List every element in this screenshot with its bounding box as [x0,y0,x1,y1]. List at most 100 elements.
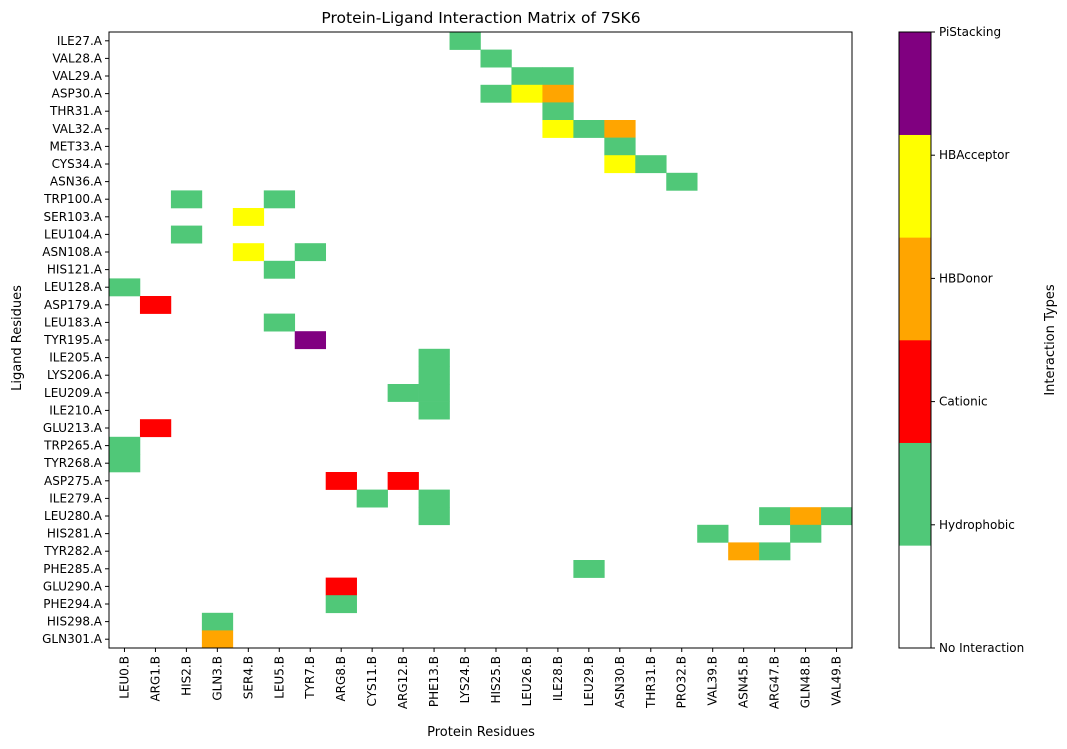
x-tick-label: ILE28.B [551,656,565,701]
y-tick-label: THR31.A [49,104,103,118]
chart-title: Protein-Ligand Interaction Matrix of 7SK… [321,9,640,27]
y-tick-label: HIS121.A [47,263,103,277]
x-tick-label: VAL39.B [706,656,720,706]
y-tick-label: HIS298.A [47,615,103,629]
heatmap-cell [635,155,667,174]
heatmap-cell [325,595,357,614]
heatmap-cell [604,155,636,174]
heatmap-cell [759,507,791,526]
x-tick-label: LEU29.B [582,656,596,706]
y-tick-label: TYR195.A [43,333,103,347]
heatmap-cell [449,32,481,50]
colorbar-tick-label: PiStacking [939,25,1001,39]
x-tick-label: TYR7.B [303,656,317,700]
heatmap-cell [418,384,450,402]
y-tick-label: CYS34.A [52,157,103,171]
heatmap-cell [790,507,822,526]
y-tick-label: TRP100.A [43,192,103,206]
colorbar-segment [899,442,931,546]
heatmap-cell [418,348,450,367]
y-axis-title: Ligand Residues [10,285,25,391]
y-tick-label: MET33.A [49,139,102,153]
y-tick-label: LEU104.A [44,227,103,241]
heatmap-cell [201,630,234,649]
x-tick-label: LEU5.B [272,656,286,699]
x-tick-label: ARG47.B [768,656,782,709]
y-tick-label: LEU183.A [44,315,103,329]
y-tick-label: PHE294.A [43,597,103,611]
colorbar-segment [899,545,931,649]
heatmap-cell [356,489,388,508]
y-tick-label: ASN36.A [50,175,103,189]
x-tick-label: PHE13.B [427,656,441,707]
x-tick-label: SER4.B [241,656,255,699]
heatmap-cell [232,243,265,262]
heatmap-cell [170,225,203,244]
x-tick-label: ARG1.B [148,656,162,702]
heatmap-cell [542,67,574,86]
heatmap-cell [294,243,327,262]
heatmap-cell [170,190,203,209]
heatmap-cell [325,577,357,596]
heatmap-cell [325,472,357,490]
heatmap-cell [263,190,296,209]
x-tick-label: PRO32.B [675,656,689,708]
y-tick-label: LEU209.A [44,386,103,400]
y-tick-label: ASN108.A [42,245,103,259]
colorbar-frame [898,31,932,649]
colorbar-tick-label: Cationic [939,395,988,409]
heatmap-cells [109,32,853,649]
y-tick-label: HIS281.A [47,527,103,541]
y-tick-label: LEU280.A [44,509,103,523]
x-tick-label: LYS24.B [458,656,472,703]
y-tick-label: SER103.A [44,210,103,224]
x-tick-label: CYS11.B [365,656,379,706]
heatmap-cell [573,120,605,138]
y-tick-label: ILE210.A [49,403,103,417]
heatmap-cell [511,67,543,86]
x-tick-label: ARG12.B [396,656,410,709]
heatmap-cell [480,49,512,68]
heatmap-cell [697,524,729,543]
heatmap-cell [139,296,172,314]
heatmap-cell [604,137,636,156]
heatmap-cell [418,401,450,420]
heatmap-cell [418,366,450,385]
y-tick-label: GLU213.A [43,421,103,435]
heatmap-cell [418,507,450,526]
plot-frame [108,31,853,649]
colorbar-tick-label: Hydrophobic [939,518,1015,532]
colorbar-tick-label: HBAcceptor [939,148,1009,162]
heatmap-cell [790,524,822,543]
heatmap-cell [232,208,265,226]
x-tick-label: VAL49.B [830,656,844,706]
y-tick-label: LEU128.A [44,280,103,294]
y-tick-label: LYS206.A [47,368,103,382]
heatmap-cell [387,384,419,402]
y-tick-label: ASP179.A [44,298,103,312]
x-tick-label: LEU0.B [117,656,131,699]
x-tick-label: LEU26.B [520,656,534,706]
y-tick-label: TRP265.A [43,439,103,453]
heatmap-cell [573,560,605,578]
heatmap-cell [759,542,791,561]
x-tick-label: HIS25.B [489,656,503,704]
y-axis-ticks: ILE27.A VAL28.A VAL29.A ASP30.A THR31.A VAL32… [42,34,109,646]
heatmap-cell [542,84,574,103]
colorbar: No Interaction Hydrophobic Cationic HBDonor… [899,25,1024,655]
y-tick-label: ASP30.A [52,87,103,101]
colorbar-tick-label: No Interaction [939,641,1024,655]
heatmap-cell [139,419,172,438]
colorbar-title: Interaction Types [1043,284,1058,396]
y-tick-label: TYR268.A [43,456,103,470]
y-tick-label: ASP275.A [44,474,103,488]
heatmap-cell [480,84,512,103]
x-axis-ticks: LEU0.B ARG1.B HIS2.B GLN3.B SER4.B LEU5.B TYR7… [117,648,844,709]
colorbar-segment [899,32,931,135]
heatmap-cell [666,172,698,191]
y-tick-label: ILE205.A [49,351,103,365]
y-tick-label: GLU290.A [43,579,103,593]
colorbar-segment [899,237,931,341]
heatmap-cell [511,84,543,103]
